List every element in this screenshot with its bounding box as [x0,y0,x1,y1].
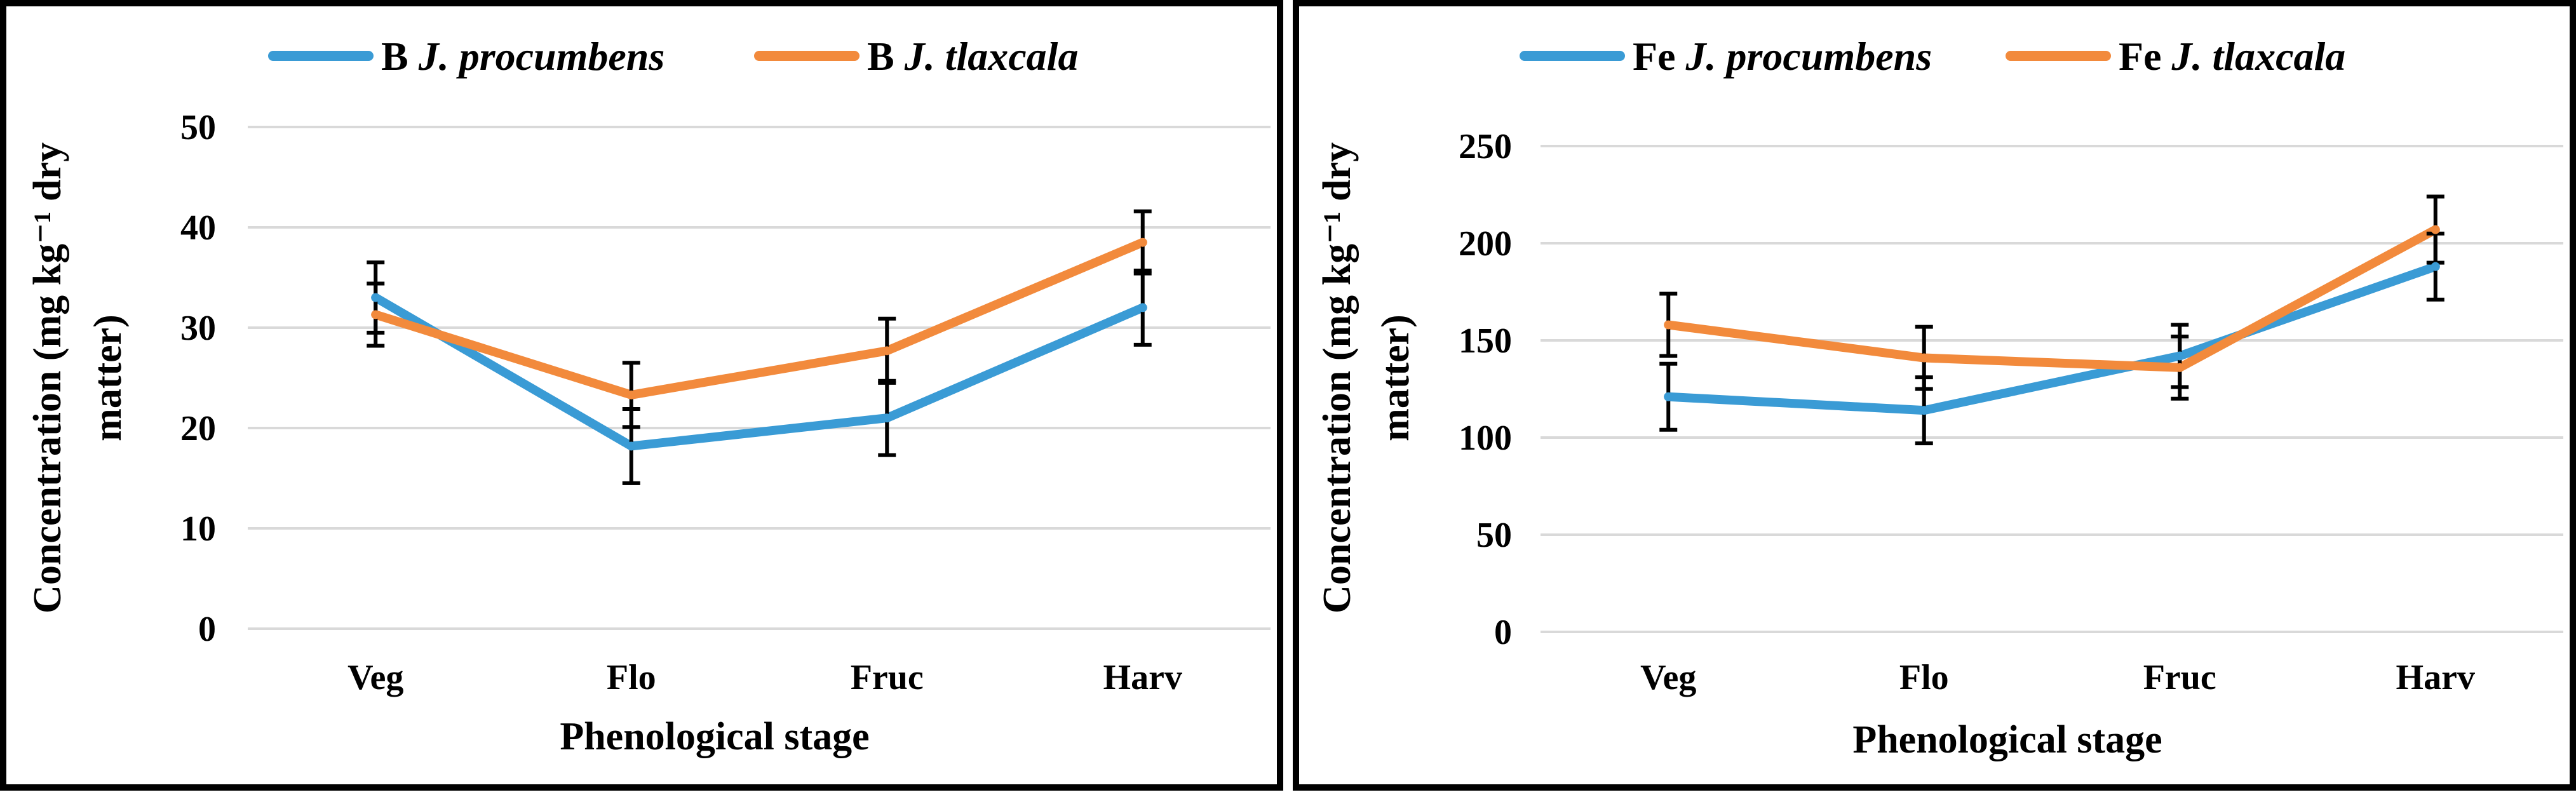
data-point [1919,353,1929,363]
chart-panel-boron: 0 10 20 30 40 50 Veg Flo Fruc Harv Phenological st… [0,0,1283,791]
legend-label-species: J. tlaxcala [904,34,1079,79]
series-line-0 [371,293,1147,451]
chart-panel-iron: 0 50 100 150 200 250 Veg Flo Fruc Harv Phenologica… [1293,0,2576,791]
data-point [882,413,892,423]
x-tick-label: Veg [1640,658,1696,697]
x-tick-label: Harv [2396,658,2475,697]
data-point [2431,225,2440,234]
y-tick-label: 40 [180,208,216,248]
y-axis-title-line1: Concentration (mg kg⁻¹ dry [1316,142,1359,613]
y-tick-label: 50 [180,108,216,147]
y-tick-label: 100 [1459,419,1512,458]
data-point [371,293,381,302]
y-tick-label: 30 [180,309,216,348]
data-point [1664,320,1673,330]
x-axis-title: Phenological stage [1852,718,2162,761]
legend-label-prefix: B [867,34,905,79]
data-point [371,310,381,319]
legend-label: Fe J. tlaxcala [2119,34,2345,79]
data-point [1919,406,1929,415]
legend-label-prefix: B [381,34,419,79]
boron-line-chart: 0 10 20 30 40 50 Veg Flo Fruc Harv Phenological st… [26,34,1271,758]
data-point [2431,262,2440,271]
iron-line-chart: 0 50 100 150 200 250 Veg Flo Fruc Harv Phenologica… [1316,34,2563,761]
data-point [626,441,636,451]
y-tick-label: 0 [1494,613,1512,652]
series-line-1 [1664,225,2440,372]
y-tick-label: 150 [1459,321,1512,361]
series-line-0 [1664,262,2440,415]
y-tick-label: 200 [1459,224,1512,264]
x-tick-label: Flo [1899,658,1949,697]
x-tick-label: Veg [347,658,403,697]
x-tick-label: Fruc [851,658,924,697]
x-tick-label: Harv [1103,658,1182,697]
legend-label: B J. tlaxcala [867,34,1078,79]
data-point [626,390,636,399]
y-axis-title-line1: Concentration (mg kg⁻¹ dry [26,142,69,613]
y-tick-label: 20 [180,409,216,448]
legend-label-species: J. procumbens [418,34,665,79]
y-tick-label: 10 [180,509,216,549]
legend-label-species: J. tlaxcala [2171,34,2346,79]
legend-label-species: J. procumbens [1685,34,1932,79]
legend-label: Fe J. procumbens [1633,34,1932,79]
x-tick-label: Flo [607,658,656,697]
data-point [1664,392,1673,401]
data-point [1138,238,1147,247]
data-point [1138,303,1147,312]
x-tick-label: Fruc [2143,658,2216,697]
data-point [882,346,892,356]
data-point [2175,363,2185,372]
series-line-1 [371,238,1147,399]
y-tick-label: 250 [1459,127,1512,166]
x-axis-title: Phenological stage [560,715,869,758]
legend-label: B J. procumbens [381,34,664,79]
data-point [2175,351,2185,361]
y-axis-title-line2: matter) [86,314,130,441]
y-tick-label: 0 [198,610,216,649]
y-axis-title-line2: matter) [1374,314,1417,441]
legend-label-prefix: Fe [1633,34,1686,79]
y-tick-label: 50 [1476,516,1512,555]
legend-label-prefix: Fe [2119,34,2172,79]
